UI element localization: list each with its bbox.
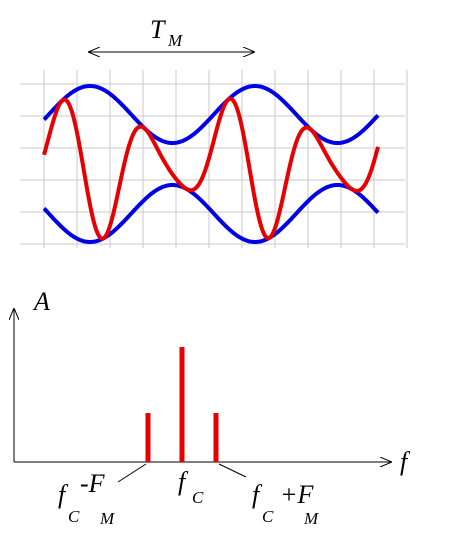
am-signal: [42, 96, 380, 241]
label-F: +F: [280, 480, 315, 509]
leader-line: [218, 463, 247, 478]
label-F: -F: [80, 469, 106, 498]
grid: [20, 70, 408, 248]
envelope-top: [42, 84, 380, 145]
y-axis-label: A: [32, 287, 50, 316]
x-axis-label: f: [400, 447, 411, 476]
label-f: f: [252, 480, 263, 509]
leader-line: [117, 463, 147, 483]
label-sub: C: [262, 507, 274, 526]
label-sub: C: [192, 488, 204, 507]
period-subscript: M: [167, 31, 183, 50]
period-label: T: [150, 15, 166, 44]
label-sub: M: [99, 509, 115, 528]
envelope-bottom: [42, 183, 380, 244]
label-sub: C: [68, 507, 80, 526]
label-f: f: [178, 467, 189, 496]
label-sub: M: [303, 509, 319, 528]
label-f: f: [58, 480, 69, 509]
